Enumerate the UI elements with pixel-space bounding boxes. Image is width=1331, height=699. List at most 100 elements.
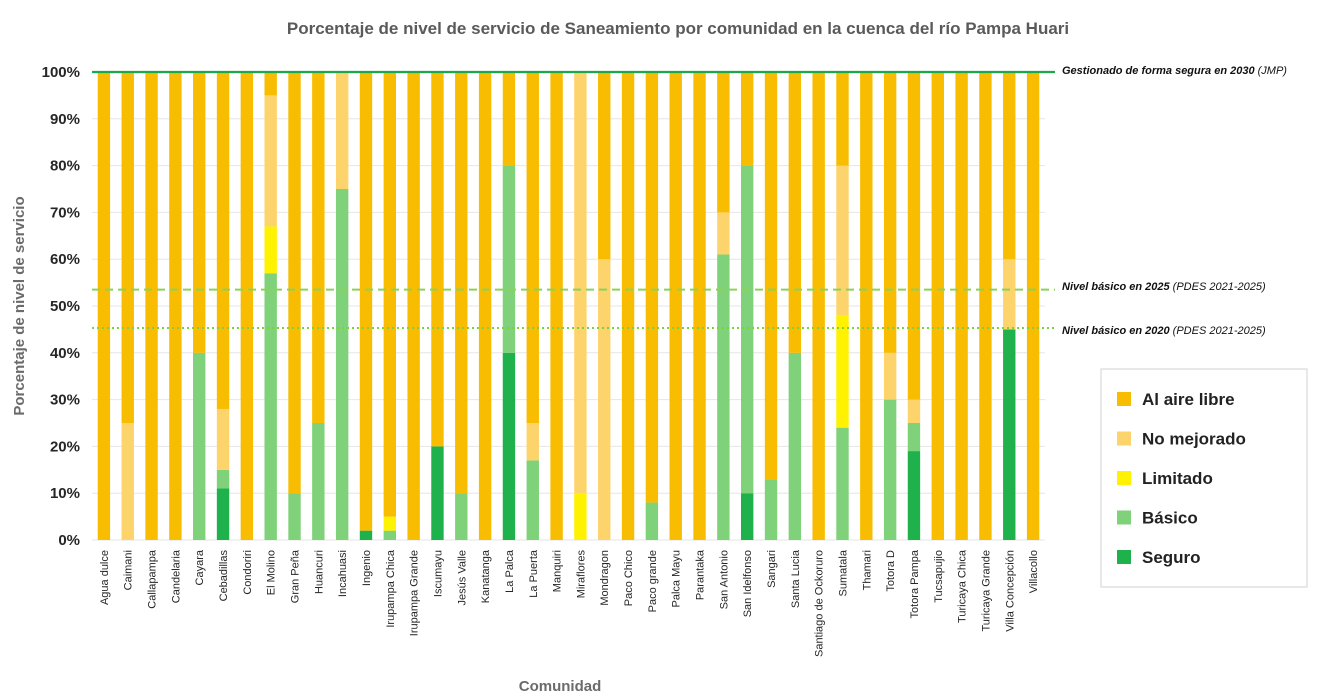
x-tick-label: Tucsapujio xyxy=(933,550,945,603)
x-tick-label: Mondragon xyxy=(599,550,611,606)
bar-segment xyxy=(216,488,230,540)
x-tick-label: Jesús Valle xyxy=(456,550,468,605)
bar-segment xyxy=(907,72,921,400)
bar-segment xyxy=(502,72,516,166)
x-tick-label: Sumatala xyxy=(837,549,849,596)
bar-segment xyxy=(312,72,325,423)
x-tick-label: Paco Chico xyxy=(623,550,635,606)
legend-label: Seguro xyxy=(1142,548,1201,567)
bar-segment xyxy=(907,423,921,452)
x-axis-ticks: Agua dulce Caimani Callapampa Candelaria Cay… xyxy=(99,549,1040,657)
x-tick-label: Incahuasi xyxy=(337,550,349,597)
chart-title: Porcentaje de nivel de servicio de Sanea… xyxy=(287,19,1069,38)
bar-segment xyxy=(979,72,992,540)
bar-segment xyxy=(1003,259,1016,330)
bar-segment xyxy=(860,72,873,540)
bar-segment xyxy=(455,493,468,540)
x-tick-label: Palca Mayu xyxy=(671,550,683,607)
y-tick-label: 0% xyxy=(58,532,80,549)
bar-segment xyxy=(907,451,921,540)
bar-segment xyxy=(121,423,134,540)
bar-segment xyxy=(264,273,277,540)
bar-segment xyxy=(598,259,611,540)
bar-segment xyxy=(335,189,349,540)
x-tick-label: Totora Pampa xyxy=(909,549,921,618)
bar-segment xyxy=(693,72,706,540)
y-axis-title: Porcentaje de nivel de servicio xyxy=(11,196,28,415)
x-tick-label: La Palca xyxy=(504,549,516,593)
bar-segment xyxy=(1003,329,1016,540)
bar-segment xyxy=(883,72,897,353)
x-tick-label: San Antonio xyxy=(718,550,730,609)
bar-segment xyxy=(764,479,778,540)
x-tick-label: Iscumayu xyxy=(432,550,444,597)
bar-segment xyxy=(216,408,230,470)
bar-segment xyxy=(550,72,563,540)
bar-segment xyxy=(383,516,397,531)
bar-segment xyxy=(1026,72,1040,540)
bar-segment xyxy=(431,446,444,540)
x-tick-label: El Molino xyxy=(266,550,278,595)
gridlines xyxy=(92,71,1045,541)
legend-swatch xyxy=(1117,550,1131,564)
bar-segment xyxy=(264,95,277,227)
bar-segment xyxy=(907,399,921,423)
bar-segment xyxy=(193,72,206,353)
bar-segment xyxy=(836,72,849,166)
x-tick-label: Huancuri xyxy=(313,550,325,594)
x-tick-label: Parantaka xyxy=(695,549,707,600)
bar-segment xyxy=(526,72,539,423)
bar-segment xyxy=(502,352,516,540)
bar-segment xyxy=(574,493,587,540)
bar-segment xyxy=(740,72,754,166)
bar-segment xyxy=(812,72,825,540)
legend-swatch xyxy=(1117,471,1131,485)
y-tick-label: 80% xyxy=(50,158,80,175)
bar-segment xyxy=(645,502,659,540)
bar-segment xyxy=(883,352,897,400)
x-tick-label: Irupampa Chica xyxy=(385,549,397,628)
legend-label: Al aire libre xyxy=(1142,390,1235,409)
bar-segment xyxy=(883,399,897,540)
bar-segment xyxy=(645,72,659,503)
x-tick-label: Turicaya Grande xyxy=(980,550,992,632)
bar-segment xyxy=(740,165,754,494)
x-tick-label: Callapampa xyxy=(147,549,159,609)
x-tick-label: Turicaya Chica xyxy=(957,549,969,623)
reference-line-label: Nivel básico en 2025 (PDES 2021-2025) xyxy=(1062,281,1266,293)
bar-segment xyxy=(717,254,730,540)
x-tick-label: Villacollo xyxy=(1028,550,1040,593)
bar-segment xyxy=(955,72,968,540)
x-tick-label: Kanatanga xyxy=(480,549,492,603)
bar-segment xyxy=(335,72,349,189)
bar-segment xyxy=(407,72,420,540)
y-tick-label: 40% xyxy=(50,345,80,362)
legend-label: No mejorado xyxy=(1142,430,1246,449)
bar-segment xyxy=(574,72,587,494)
bar-segment xyxy=(788,72,802,353)
bar-segment xyxy=(836,427,849,540)
bar-segment xyxy=(240,72,254,540)
bar-segment xyxy=(288,72,301,494)
x-tick-label: Santiago de Ockoruro xyxy=(814,550,826,657)
x-tick-label: Condoriri xyxy=(242,550,254,595)
legend-swatch xyxy=(1117,510,1131,525)
bar-segment xyxy=(764,72,778,480)
x-tick-label: San Idelfonso xyxy=(742,550,754,617)
legend-box xyxy=(1100,368,1308,588)
bar-segment xyxy=(121,72,134,423)
y-tick-label: 20% xyxy=(50,438,80,455)
bar-segment xyxy=(359,530,373,540)
bar-segment xyxy=(145,72,158,540)
x-tick-label: Cayara xyxy=(194,549,206,585)
x-tick-label: Gran Peña xyxy=(290,549,302,603)
x-tick-label: Totora D xyxy=(885,550,897,592)
bar-segment xyxy=(216,469,230,489)
bar-segment xyxy=(931,72,944,540)
bar-segment xyxy=(193,352,206,540)
bar-segment xyxy=(264,72,277,96)
legend-swatch xyxy=(1117,431,1131,446)
x-tick-label: Miraflores xyxy=(575,550,587,599)
bar-segment xyxy=(431,72,444,447)
